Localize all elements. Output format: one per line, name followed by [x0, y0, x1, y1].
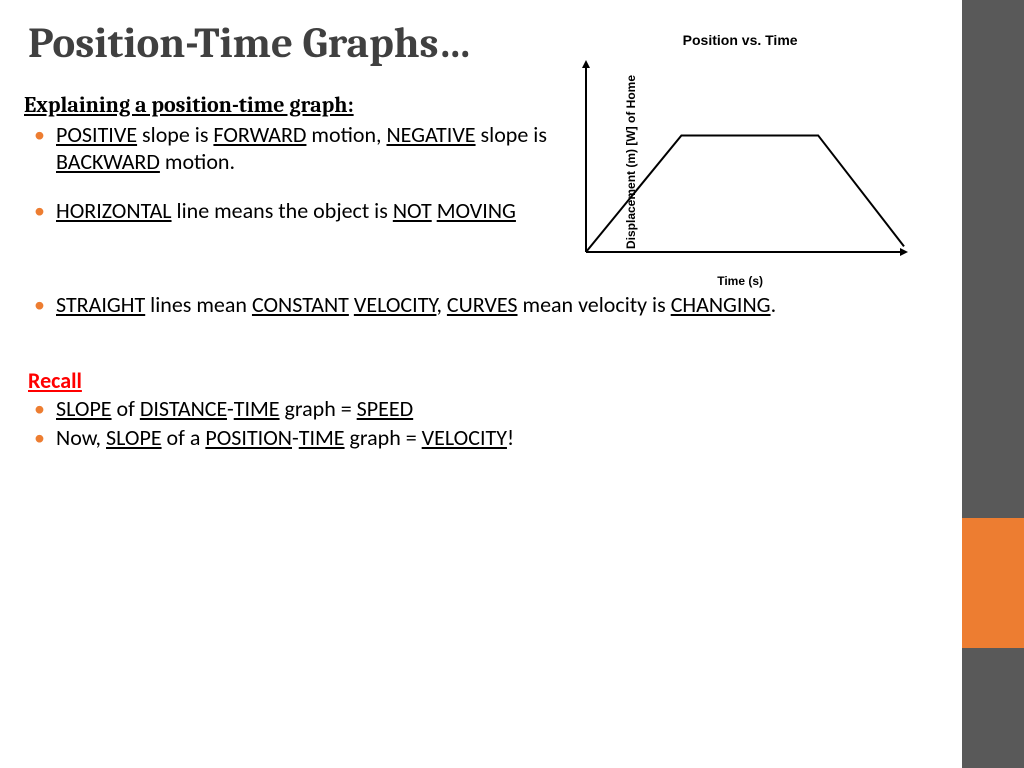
chart-column: Position vs. Time Displacement (m) [W] o…: [550, 32, 938, 292]
bullet-item: HORIZONTAL line means the object is NOT …: [28, 198, 550, 225]
slide-content: Position-Time Graphs… Explaining a posit…: [0, 0, 962, 768]
bullet-item: POSITIVE slope is FORWARD motion, NEGATI…: [28, 122, 550, 176]
top-bullets: POSITIVE slope is FORWARD motion, NEGATI…: [28, 122, 550, 224]
bullet-item: Now, SLOPE of a POSITION-TIME graph = VE…: [28, 425, 938, 452]
subheading: Explaining a position-time graph:: [24, 92, 550, 118]
recall-bullets: SLOPE of DISTANCE-TIME graph = SPEEDNow,…: [28, 396, 938, 452]
sidebar-gray-bottom: [962, 648, 1024, 768]
chart-x-axis-label: Time (s): [550, 274, 930, 288]
text-column-left: Explaining a position-time graph: POSITI…: [28, 92, 550, 246]
position-time-chart: Position vs. Time Displacement (m) [W] o…: [550, 32, 930, 292]
recall-heading: Recall: [28, 367, 938, 394]
wide-bullets: STRAIGHT lines mean CONSTANT VELOCITY, C…: [28, 292, 938, 319]
sidebar-orange-block: [962, 518, 1024, 648]
sidebar-gray-top: [962, 0, 1024, 518]
slide-accent-sidebar: [962, 0, 1024, 768]
chart-title: Position vs. Time: [550, 32, 930, 48]
bullet-item: SLOPE of DISTANCE-TIME graph = SPEED: [28, 396, 938, 423]
content-row: Explaining a position-time graph: POSITI…: [28, 92, 938, 292]
bullet-item: STRAIGHT lines mean CONSTANT VELOCITY, C…: [28, 292, 938, 319]
chart-plot-area: [580, 58, 910, 258]
